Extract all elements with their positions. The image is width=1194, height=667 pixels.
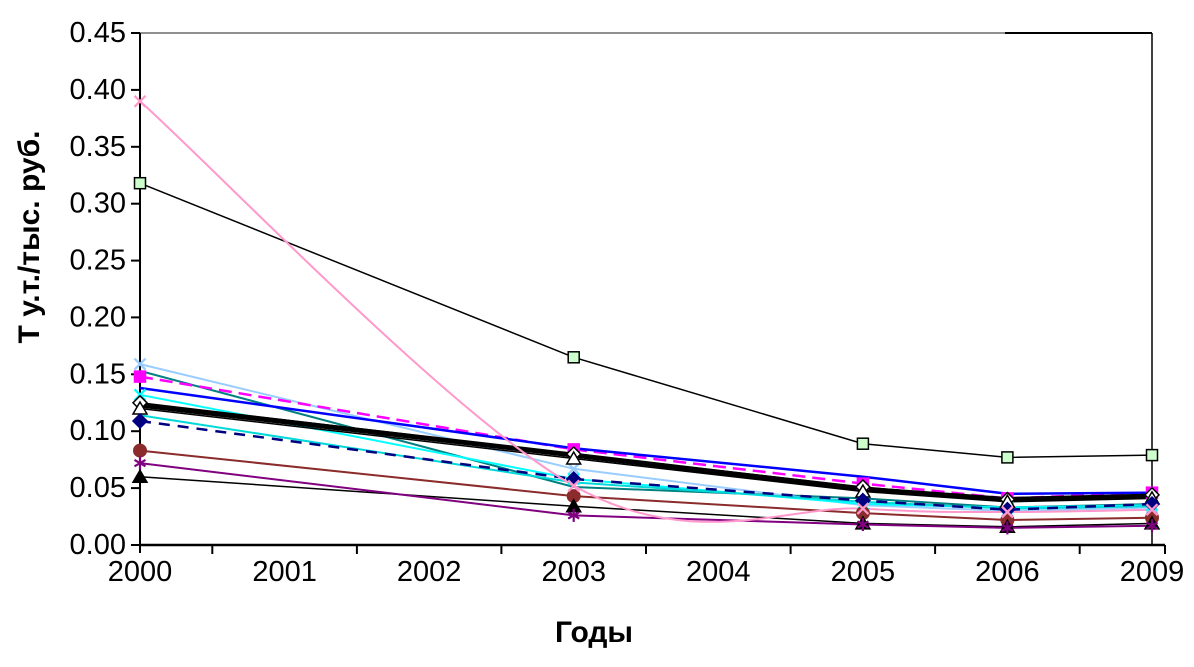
series-line-black-line-green-square: [139, 182, 1153, 459]
marker-circle-dark-red-circle: [133, 443, 147, 458]
marker-square-black-line-green-square: [567, 351, 580, 364]
marker-x-pink-smooth-x: [133, 94, 147, 108]
marker-triangle-black-line-open-triangle: [565, 450, 583, 465]
y-tick-label: 0.25: [70, 245, 126, 277]
series-line-purple-asterisk: [139, 462, 1153, 529]
marker-square-black-line-green-square: [856, 437, 870, 450]
marker-asterisk-purple-asterisk: [1145, 521, 1159, 530]
series-line-magenta-dashed-square: [139, 375, 1153, 500]
marker-x-light-blue-x: [133, 357, 147, 371]
x-tick-label: 2003: [541, 556, 606, 588]
marker-square-magenta-dashed-square: [133, 370, 147, 383]
y-tick-label: 0.35: [70, 131, 126, 163]
y-tick-label: 0.30: [70, 188, 126, 220]
marker-triangle-black-filled-triangle: [131, 468, 149, 483]
y-tick-label: 0.20: [70, 301, 126, 333]
x-tick-label: 2002: [397, 556, 462, 588]
marker-asterisk-purple-asterisk: [133, 458, 147, 468]
x-tick-label: 2009: [1120, 556, 1185, 588]
y-tick-label: 0.45: [70, 17, 126, 49]
marker-square-black-line-green-square: [133, 176, 147, 190]
x-tick-label: 2005: [831, 556, 896, 588]
marker-x-pink-smooth-x: [856, 502, 870, 515]
marker-x-pink-smooth-x: [1145, 503, 1159, 517]
x-tick-label: 2001: [252, 556, 317, 588]
y-tick-label: 0.00: [70, 529, 126, 561]
marker-square-black-line-green-square: [1145, 448, 1159, 462]
series-line-pink-smooth-x: [139, 100, 1153, 523]
y-tick-label: 0.40: [70, 74, 126, 106]
series-line-blue-line: [139, 386, 1153, 496]
marker-diamond-navy-dashed-diamond: [131, 412, 149, 430]
x-tick-label: 2000: [108, 556, 173, 588]
x-tick-label: 2004: [686, 556, 751, 588]
marker-asterisk-purple-asterisk: [1001, 523, 1014, 533]
marker-x-pink-smooth-x: [1001, 505, 1014, 519]
x-tick-label: 2006: [975, 556, 1040, 588]
marker-asterisk-purple-asterisk: [856, 520, 869, 529]
y-tick-label: 0.10: [70, 415, 126, 447]
marker-x-light-blue-x: [567, 462, 581, 476]
marker-x-pink-smooth-x: [567, 479, 581, 493]
y-tick-label: 0.05: [70, 472, 126, 504]
marker-square-black-line-green-square: [1001, 451, 1014, 464]
x-axis-title: Годы: [554, 616, 634, 649]
y-tick-label: 0.15: [70, 358, 126, 390]
marker-asterisk-purple-asterisk: [567, 511, 580, 520]
